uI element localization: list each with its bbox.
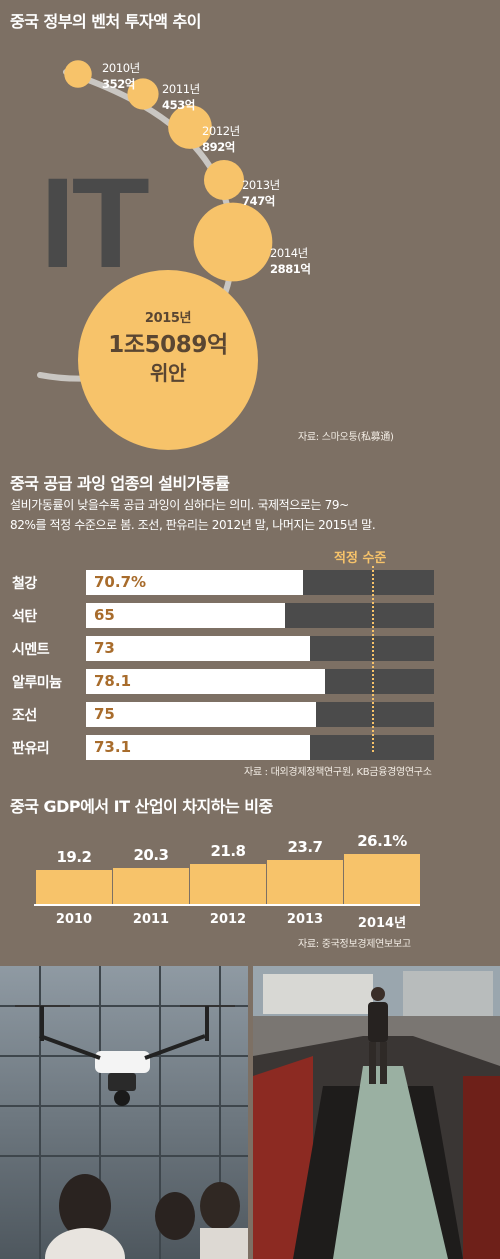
bubble-label-2: 2012년 892억 [202, 123, 240, 155]
venture-source: 자료: 스마오퉁(私募通) [298, 432, 394, 443]
util-category-1: 석탄 [12, 609, 37, 625]
util-bar-3 [86, 669, 326, 694]
gdp-chart-title: 중국 GDP에서 IT 산업이 차지하는 비중 [10, 797, 273, 816]
util-bar-0 [86, 570, 303, 595]
bubble-value-4: 2881억 [270, 262, 311, 276]
util-value-0: 70.7% [94, 573, 147, 591]
gdp-bar-3 [267, 859, 343, 904]
threshold-line [372, 566, 374, 752]
worker-icon [368, 987, 388, 1084]
util-category-5: 판유리 [12, 741, 50, 757]
util-category-0: 철강 [12, 576, 37, 592]
bubble-value-1: 453억 [162, 98, 195, 112]
util-value-1: 65 [94, 606, 115, 624]
gdp-year-3: 2013 [286, 912, 324, 927]
gdp-year-4: 2014년 [357, 916, 407, 931]
util-bar-track-3: 78.1 [86, 669, 434, 694]
utilization-desc-line1: 설비가동률이 낮을수록 공급 과잉이 심하다는 의미. 국제적으로는 79~ [10, 498, 349, 512]
util-bar-track-5: 73.1 [86, 735, 434, 760]
threshold-label: 적정 수준 [334, 551, 387, 566]
bubble-1 [127, 78, 159, 110]
util-value-5: 73.1 [94, 738, 132, 756]
drone-icon [15, 1005, 235, 1106]
utilization-chart-title: 중국 공급 과잉 업종의 설비가동률 [10, 474, 230, 493]
bubble-year-5: 2015년 [144, 311, 192, 326]
drone-photo [0, 966, 248, 1259]
gdp-year-0: 2010 [55, 912, 93, 927]
gdp-year-2: 2012 [209, 912, 247, 927]
venture-chart-title: 중국 정부의 벤처 투자액 추이 [10, 12, 201, 31]
bubble-year-0: 2010년 [102, 61, 140, 75]
gdp-value-4: 26.1% [357, 832, 407, 851]
bubble-3 [203, 159, 245, 201]
util-bar-track-0: 70.7% [86, 570, 434, 595]
util-value-3: 78.1 [94, 672, 132, 690]
util-category-2: 시멘트 [12, 642, 50, 658]
bubble-unit-5: 위안 [150, 361, 186, 385]
util-category-3: 알루미늄 [12, 675, 62, 691]
gdp-bar-0 [36, 870, 112, 904]
bubble-label-0: 2010년 352억 [102, 60, 140, 92]
util-bar-track-2: 73 [86, 636, 434, 661]
util-value-4: 75 [94, 705, 115, 723]
bubble-5 [78, 270, 258, 450]
bubble-year-2: 2012년 [202, 124, 240, 138]
bubble-value-0: 352억 [102, 77, 135, 91]
utilization-source: 자료 : 대외경제정책연구원, KB금융경영연구소 [244, 767, 432, 778]
bubble-year-1: 2011년 [162, 82, 200, 96]
spectators [45, 1174, 248, 1259]
gdp-value-1: 20.3 [133, 845, 169, 864]
util-category-4: 조선 [12, 708, 37, 724]
gdp-bar-2 [190, 864, 266, 904]
gdp-bar-1 [113, 867, 189, 904]
bubble-4 [193, 202, 273, 282]
coal-train-photo [253, 966, 500, 1259]
util-bar-1 [86, 603, 286, 628]
gdp-year-1: 2011 [132, 912, 170, 927]
bubble-value-3: 747억 [242, 194, 275, 208]
bubble-0 [64, 60, 92, 88]
utilization-desc-line2: 82%를 적정 수준으로 봄. 조선, 판유리는 2012년 말, 나머지는 2… [10, 518, 376, 532]
gdp-source: 자료: 중국정보경제연보보고 [298, 939, 411, 950]
bubble-label-4: 2014년 2881억 [270, 245, 311, 277]
venture-bubble-chart [37, 60, 273, 450]
gdp-bar-4 [344, 854, 420, 904]
bubble-label-1: 2011년 453억 [162, 81, 200, 113]
bubble-2 [168, 105, 212, 149]
bubble-year-4: 2014년 [270, 246, 308, 260]
it-big-letters: IT [40, 152, 150, 295]
util-value-2: 73 [94, 639, 115, 657]
gdp-value-3: 23.7 [287, 837, 323, 856]
util-bar-track-4: 75 [86, 702, 434, 727]
util-bar-4 [86, 702, 316, 727]
util-bar-2 [86, 636, 310, 661]
bubble-value-5: 1조5089억 [108, 332, 228, 358]
gdp-value-2: 21.8 [210, 842, 246, 861]
bubble-label-3: 2013년 747억 [242, 177, 280, 209]
util-bar-5 [86, 735, 310, 760]
gdp-baseline [34, 904, 420, 906]
gdp-value-0: 19.2 [56, 848, 92, 867]
bubble-year-3: 2013년 [242, 178, 280, 192]
bubble-value-2: 892억 [202, 140, 235, 154]
util-bar-track-1: 65 [86, 603, 434, 628]
